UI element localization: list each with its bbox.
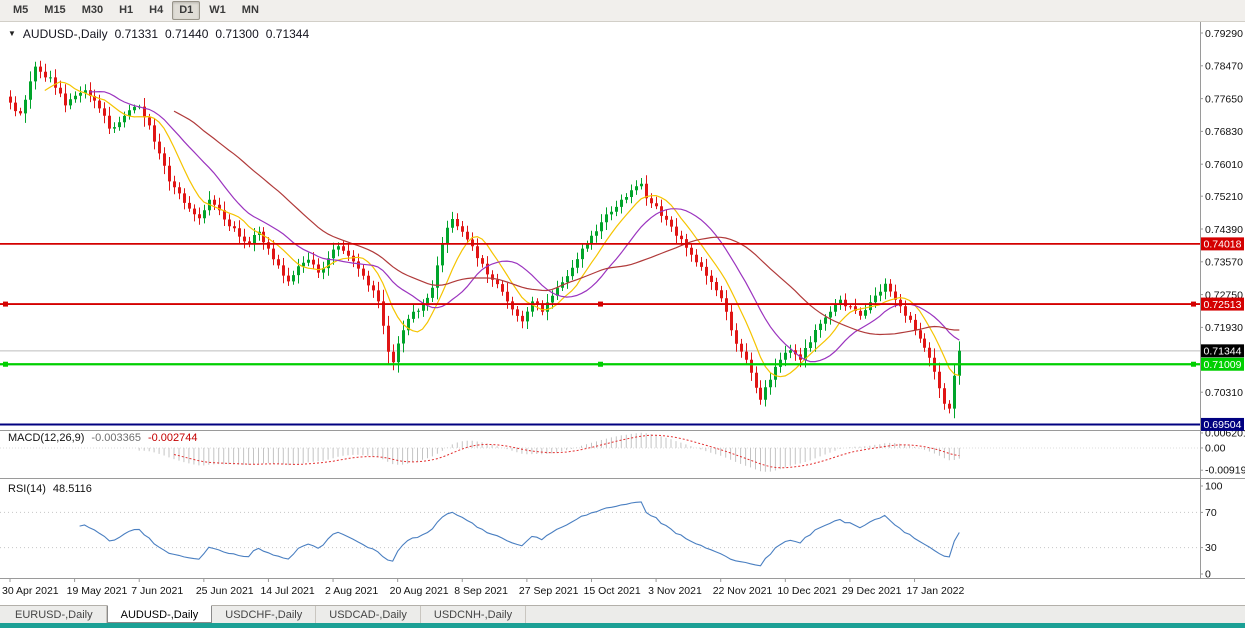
svg-text:25 Jun 2021: 25 Jun 2021 bbox=[196, 585, 254, 597]
svg-text:30 Apr 2021: 30 Apr 2021 bbox=[2, 585, 59, 597]
svg-text:100: 100 bbox=[1205, 481, 1223, 493]
svg-text:7 Jun 2021: 7 Jun 2021 bbox=[131, 585, 183, 597]
hline-handle bbox=[3, 361, 8, 367]
rsi-line bbox=[79, 501, 960, 567]
timeframe-button-m5[interactable]: M5 bbox=[13, 4, 29, 16]
chart-region: 0.79290 0.78470 0.77650 0.76830 0.76010 0.752… bbox=[0, 22, 1245, 605]
symbol-marker-icon: ▼ bbox=[8, 29, 16, 38]
up-candle-bodies bbox=[24, 66, 961, 409]
macd-indicator-label: MACD(12,26,9) -0.003365 -0.002744 bbox=[8, 432, 198, 444]
svg-text:14 Jul 2021: 14 Jul 2021 bbox=[260, 585, 314, 597]
status-strip bbox=[0, 623, 1245, 628]
symbol-tab-usdcnh[interactable]: USDCNH-,Daily bbox=[421, 606, 527, 623]
svg-text:0.75210: 0.75210 bbox=[1205, 191, 1243, 203]
pane-separators bbox=[0, 22, 1245, 579]
symbol-tab-eurusd[interactable]: EURUSD-,Daily bbox=[2, 606, 107, 623]
svg-text:2 Aug 2021: 2 Aug 2021 bbox=[325, 585, 378, 597]
timeframe-button-h1[interactable]: H1 bbox=[119, 4, 134, 16]
hline-handle bbox=[3, 301, 8, 307]
svg-text:30: 30 bbox=[1205, 542, 1217, 554]
horizontal-lines[interactable] bbox=[0, 242, 1200, 426]
macd-pane bbox=[0, 432, 1200, 472]
price-scale[interactable]: 0.79290 0.78470 0.77650 0.76830 0.76010 0.752… bbox=[1200, 28, 1245, 581]
low-value: 0.71300 bbox=[215, 27, 259, 41]
svg-text:0.76830: 0.76830 bbox=[1205, 126, 1243, 138]
macd-signal-line bbox=[173, 434, 960, 469]
moving-averages bbox=[44, 81, 960, 378]
svg-text:27 Sep 2021: 27 Sep 2021 bbox=[519, 585, 579, 597]
timeframe-button-m15[interactable]: M15 bbox=[44, 4, 66, 16]
svg-text:19 May 2021: 19 May 2021 bbox=[67, 585, 128, 597]
svg-text:0.71009: 0.71009 bbox=[1204, 359, 1242, 371]
hline-handle bbox=[1191, 301, 1196, 307]
open-value: 0.71331 bbox=[114, 27, 158, 41]
rsi-pane bbox=[0, 501, 1200, 567]
svg-text:0.69504: 0.69504 bbox=[1204, 419, 1242, 431]
hline-handle bbox=[1191, 361, 1196, 367]
rsi-value: 48.5116 bbox=[52, 483, 92, 495]
svg-text:0.76010: 0.76010 bbox=[1205, 159, 1243, 171]
chart-title-ohlc: ▼ AUDUSD-,Daily 0.71331 0.71440 0.71300 … bbox=[8, 27, 309, 41]
svg-text:0.71930: 0.71930 bbox=[1205, 322, 1243, 334]
date-axis[interactable]: 30 Apr 2021 19 May 2021 7 Jun 2021 25 Jun 2… bbox=[2, 578, 965, 597]
svg-text:17 Jan 2022: 17 Jan 2022 bbox=[907, 585, 965, 597]
svg-text:0.73570: 0.73570 bbox=[1205, 257, 1243, 269]
svg-text:20 Aug 2021: 20 Aug 2021 bbox=[390, 585, 449, 597]
symbol-tab-audusd[interactable]: AUDUSD-,Daily bbox=[106, 605, 213, 623]
ma-line-34 bbox=[173, 110, 960, 336]
svg-text:22 Nov 2021: 22 Nov 2021 bbox=[713, 585, 773, 597]
timeframe-toolbar: M5 M15 M30 H1 H4 D1 W1 MN bbox=[0, 0, 1245, 22]
svg-text:70: 70 bbox=[1205, 507, 1217, 519]
price-badges: 0.74018 0.72513 0.71009 0.69504 0.71344 bbox=[1201, 237, 1244, 431]
svg-text:0.71344: 0.71344 bbox=[1204, 346, 1242, 358]
hline-handle bbox=[598, 361, 603, 367]
svg-text:0.72513: 0.72513 bbox=[1204, 299, 1242, 311]
hline-handle bbox=[598, 301, 603, 307]
timeframe-button-d1[interactable]: D1 bbox=[172, 1, 201, 20]
ma-line-17 bbox=[89, 90, 960, 363]
timeframe-button-m30[interactable]: M30 bbox=[81, 4, 104, 16]
rsi-indicator-label: RSI(14) 48.5116 bbox=[8, 483, 92, 495]
svg-text:0.74018: 0.74018 bbox=[1204, 239, 1242, 251]
candles[interactable] bbox=[9, 60, 961, 419]
svg-text:0.78470: 0.78470 bbox=[1205, 61, 1243, 73]
macd-name: MACD(12,26,9) bbox=[8, 432, 85, 444]
macd-main-value: -0.003365 bbox=[91, 432, 141, 444]
ma-line-8 bbox=[44, 81, 960, 378]
symbol-tab-usdcad[interactable]: USDCAD-,Daily bbox=[316, 606, 421, 623]
timeframe-button-w1[interactable]: W1 bbox=[209, 4, 226, 16]
rsi-name: RSI(14) bbox=[8, 483, 46, 495]
svg-text:3 Nov 2021: 3 Nov 2021 bbox=[648, 585, 702, 597]
svg-text:0.79290: 0.79290 bbox=[1205, 28, 1243, 40]
svg-text:0.00: 0.00 bbox=[1205, 442, 1226, 454]
svg-text:-0.009197: -0.009197 bbox=[1205, 465, 1245, 477]
svg-text:0.77650: 0.77650 bbox=[1205, 93, 1243, 105]
close-value: 0.71344 bbox=[265, 27, 310, 41]
macd-histogram bbox=[138, 432, 960, 472]
macd-signal-value: -0.002744 bbox=[147, 432, 198, 444]
svg-text:10 Dec 2021: 10 Dec 2021 bbox=[777, 585, 837, 597]
svg-text:0.74390: 0.74390 bbox=[1205, 224, 1243, 236]
timeframe-button-h4[interactable]: H4 bbox=[149, 4, 164, 16]
price-chart[interactable]: 0.79290 0.78470 0.77650 0.76830 0.76010 0.752… bbox=[0, 22, 1245, 605]
svg-text:29 Dec 2021: 29 Dec 2021 bbox=[842, 585, 902, 597]
symbol-tab-usdchf[interactable]: USDCHF-,Daily bbox=[212, 606, 317, 623]
timeframe-button-mn[interactable]: MN bbox=[241, 4, 259, 16]
svg-text:15 Oct 2021: 15 Oct 2021 bbox=[583, 585, 640, 597]
svg-text:0: 0 bbox=[1205, 569, 1211, 581]
high-value: 0.71440 bbox=[165, 27, 209, 41]
svg-text:8 Sep 2021: 8 Sep 2021 bbox=[454, 585, 508, 597]
svg-text:0.70310: 0.70310 bbox=[1205, 387, 1243, 399]
symbol-period-label: AUDUSD-,Daily bbox=[22, 27, 108, 41]
symbol-tabbar: EURUSD-,Daily AUDUSD-,Daily USDCHF-,Daily U… bbox=[0, 605, 1245, 623]
